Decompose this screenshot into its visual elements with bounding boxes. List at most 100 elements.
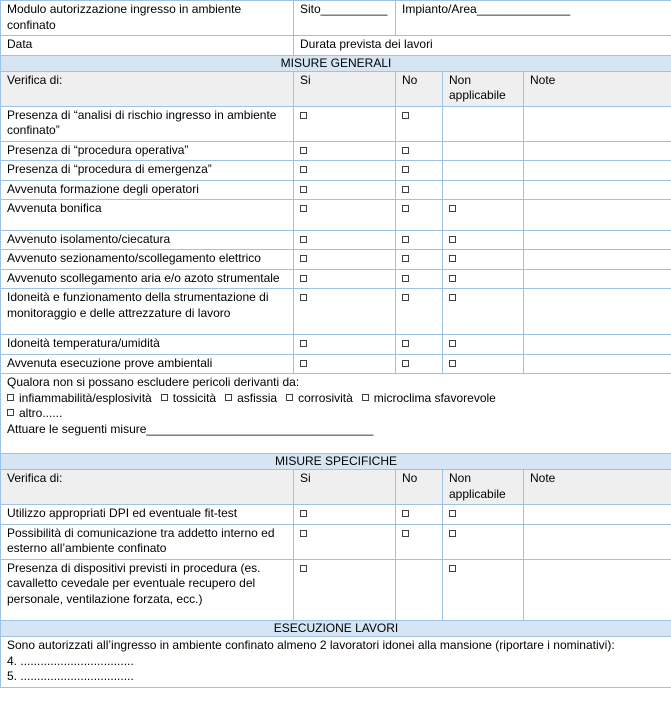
checkbox-icon[interactable] <box>300 235 307 243</box>
note-cell[interactable] <box>522 160 671 181</box>
checkbox-icon[interactable] <box>361 393 369 401</box>
check-cell-si <box>293 179 396 200</box>
checkbox-icon[interactable] <box>225 393 233 401</box>
checkbox-icon[interactable] <box>300 166 307 173</box>
checkbox-icon[interactable] <box>300 205 307 212</box>
column-header-verifica: Verifica di: <box>0 70 294 107</box>
checkbox-icon[interactable] <box>449 359 456 367</box>
checkbox-icon[interactable] <box>449 205 456 212</box>
column-header-si: Si <box>293 469 396 505</box>
note-cell[interactable] <box>522 353 671 374</box>
durata-field[interactable]: Durata prevista dei lavori <box>292 35 671 56</box>
check-cell-si <box>293 288 396 335</box>
checkbox-icon[interactable] <box>402 294 409 301</box>
checkbox-icon[interactable] <box>402 340 409 347</box>
verification-row: Presenza di “analisi di rischio ingresso… <box>0 105 671 142</box>
checkbox-icon[interactable] <box>286 393 294 401</box>
checkbox-icon[interactable] <box>300 185 307 193</box>
checkbox-icon[interactable] <box>402 274 409 282</box>
checkbox-icon[interactable] <box>449 274 456 282</box>
checkbox-icon[interactable] <box>449 235 456 243</box>
data-field[interactable]: Data <box>0 35 294 56</box>
checkbox-icon[interactable] <box>449 529 456 537</box>
check-cell-si <box>293 353 396 374</box>
note-cell[interactable] <box>522 558 671 621</box>
note-cell[interactable] <box>522 179 671 200</box>
checkbox-icon[interactable] <box>402 146 409 154</box>
check-cell-na <box>442 105 524 142</box>
checkbox-icon[interactable] <box>300 146 307 154</box>
note-cell[interactable] <box>522 140 671 161</box>
check-cell-na <box>442 558 524 621</box>
checkbox-icon[interactable] <box>449 510 456 517</box>
note-cell[interactable] <box>522 229 671 250</box>
check-cell-na <box>442 334 524 355</box>
verification-label: Presenza di “procedura operativa” <box>0 140 294 161</box>
note-cell[interactable] <box>522 105 671 142</box>
checkbox-icon[interactable] <box>449 340 456 347</box>
checkbox-icon[interactable] <box>300 340 307 347</box>
checkbox-icon[interactable] <box>402 235 409 243</box>
note-cell[interactable] <box>522 249 671 270</box>
checkbox-icon[interactable] <box>7 393 14 401</box>
hazards-block: Qualora non si possano escludere pericol… <box>0 373 671 454</box>
checkbox-icon[interactable] <box>402 255 409 262</box>
hazards-intro: Qualora non si possano escludere pericol… <box>7 375 300 389</box>
checkbox-icon[interactable] <box>300 274 307 282</box>
checkbox-icon[interactable] <box>402 529 409 537</box>
check-cell-si <box>293 268 396 289</box>
verification-label: Idoneità e funzionamento della strumenta… <box>0 288 294 335</box>
checkbox-icon[interactable] <box>449 564 456 572</box>
note-cell[interactable] <box>522 504 671 525</box>
check-cell-no <box>395 199 443 231</box>
check-cell-no <box>395 334 443 355</box>
checkbox-icon[interactable] <box>160 393 168 401</box>
checkbox-icon[interactable] <box>7 409 14 416</box>
hazard-option[interactable]: microclima sfavorevole <box>361 391 496 405</box>
checkbox-icon[interactable] <box>449 294 456 301</box>
checkbox-icon[interactable] <box>402 205 409 212</box>
checkbox-icon[interactable] <box>300 294 307 301</box>
note-cell[interactable] <box>522 288 671 335</box>
section-header-misure-specifiche: MISURE SPECIFICHE <box>0 453 671 470</box>
checkbox-icon[interactable] <box>300 111 307 119</box>
worker-name-line[interactable]: 4. .................................. <box>7 653 134 668</box>
checkbox-icon[interactable] <box>402 166 409 173</box>
check-cell-no <box>395 179 443 200</box>
checkbox-icon[interactable] <box>402 359 409 367</box>
note-cell[interactable] <box>522 199 671 231</box>
impianto-area-field[interactable]: Impianto/Area______________ <box>394 0 671 36</box>
note-cell[interactable] <box>522 268 671 289</box>
hazard-option[interactable]: tossicità <box>160 391 216 405</box>
verification-row: Avvenuto scollegamento aria e/o azoto st… <box>0 268 671 289</box>
attuare-misure-field[interactable]: Attuare le seguenti misure______________… <box>7 421 374 436</box>
verification-label: Possibilità di comunicazione tra addetto… <box>0 523 294 560</box>
check-cell-no <box>395 160 443 181</box>
check-cell-na <box>442 160 524 181</box>
checkbox-icon[interactable] <box>300 359 307 367</box>
hazard-option-altro[interactable]: altro...... <box>7 406 665 422</box>
checkbox-icon[interactable] <box>300 529 307 537</box>
hazard-option[interactable]: corrosività <box>286 391 353 405</box>
check-cell-na <box>442 353 524 374</box>
column-header-note: Note <box>522 469 671 505</box>
hazard-option[interactable]: infiammabilità/esplosività <box>7 391 152 405</box>
column-header-note: Note <box>522 70 671 107</box>
checkbox-icon[interactable] <box>300 255 307 262</box>
hazard-option[interactable]: asfissia <box>225 391 277 405</box>
checkbox-icon[interactable] <box>402 111 409 119</box>
worker-name-line[interactable]: 5. .................................. <box>7 669 134 683</box>
checkbox-icon[interactable] <box>402 185 409 193</box>
sito-field[interactable]: Sito__________ <box>293 0 396 36</box>
verification-row: Avvenuto isolamento/ciecatura <box>0 229 671 250</box>
check-cell-si <box>293 523 396 560</box>
checkbox-icon[interactable] <box>449 255 456 262</box>
verification-row: Presenza di “procedura di emergenza” <box>0 160 671 181</box>
checkbox-icon[interactable] <box>300 564 307 572</box>
checkbox-icon[interactable] <box>300 510 307 517</box>
check-cell-si <box>293 199 396 231</box>
column-header-verifica: Verifica di: <box>0 469 294 505</box>
note-cell[interactable] <box>522 334 671 355</box>
note-cell[interactable] <box>522 523 671 560</box>
checkbox-icon[interactable] <box>402 510 409 517</box>
